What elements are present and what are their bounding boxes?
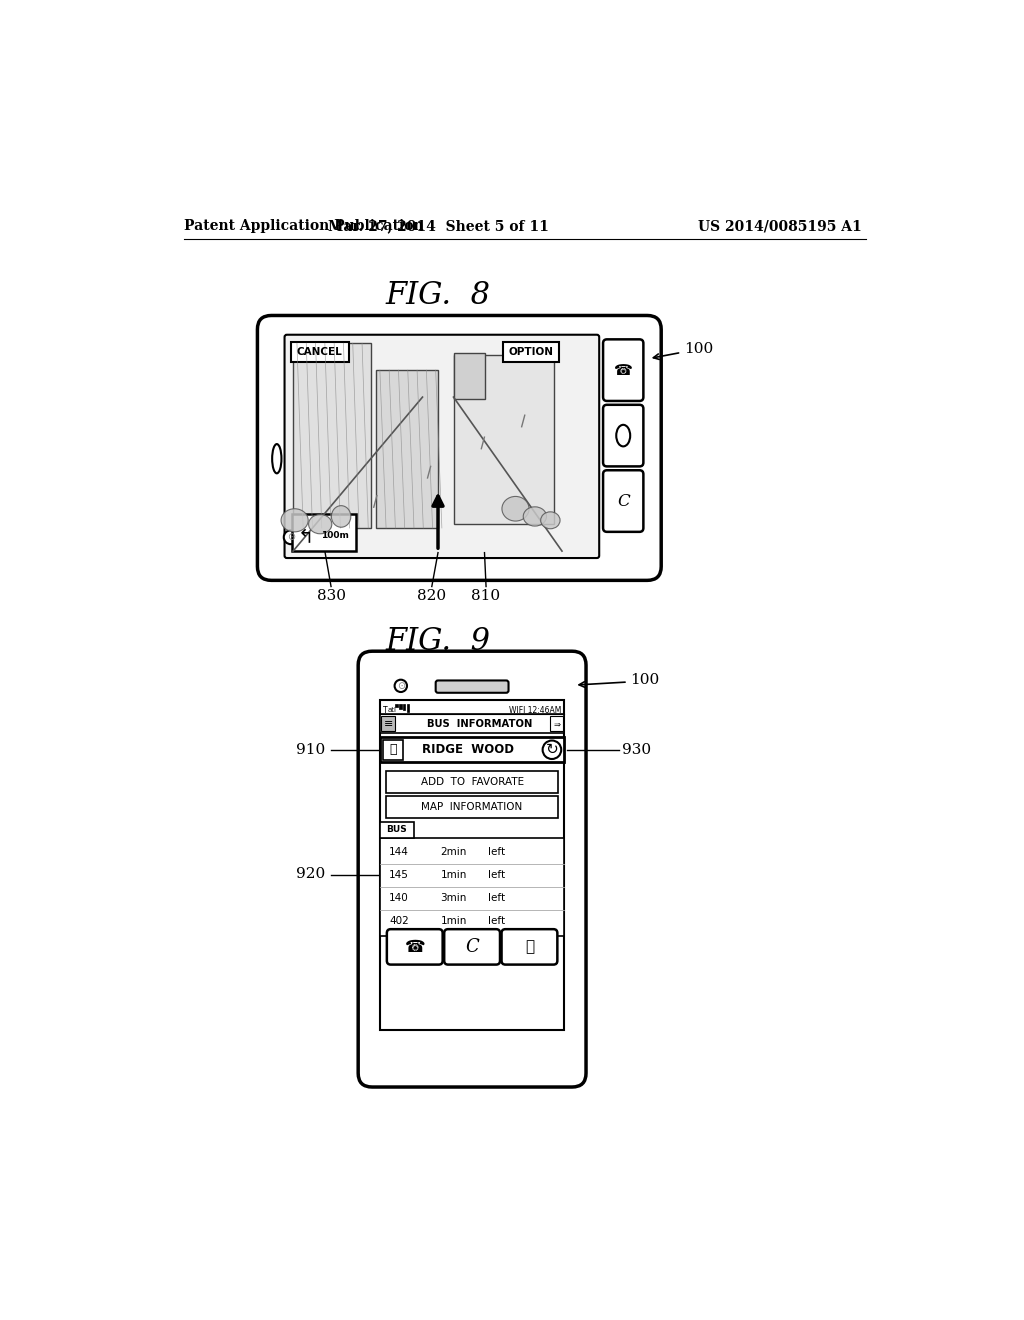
Text: OPTION: OPTION: [509, 347, 554, 356]
Bar: [503, 342, 559, 362]
Text: left: left: [488, 916, 506, 927]
Bar: [380, 822, 414, 838]
FancyBboxPatch shape: [603, 405, 643, 466]
Bar: [380, 838, 564, 936]
Text: 140: 140: [389, 894, 409, 903]
Bar: [550, 715, 563, 731]
Ellipse shape: [332, 506, 351, 527]
Text: 2min: 2min: [440, 847, 467, 857]
Bar: [380, 738, 564, 762]
Text: ⊙: ⊙: [396, 681, 404, 690]
Text: 1min: 1min: [440, 916, 467, 927]
Text: left: left: [488, 870, 506, 880]
Text: 100m: 100m: [321, 531, 349, 540]
Circle shape: [284, 531, 298, 544]
Bar: [403, 704, 406, 710]
Circle shape: [394, 680, 407, 692]
Bar: [395, 704, 397, 708]
Text: C: C: [616, 492, 630, 510]
Text: 1min: 1min: [440, 870, 467, 880]
Text: FIG.  9: FIG. 9: [385, 627, 490, 657]
Text: 930: 930: [623, 743, 651, 756]
Ellipse shape: [308, 515, 332, 533]
Text: US 2014/0085195 A1: US 2014/0085195 A1: [697, 219, 861, 234]
FancyBboxPatch shape: [257, 315, 662, 581]
Text: ↰: ↰: [298, 528, 314, 546]
Ellipse shape: [541, 512, 560, 529]
Text: 810: 810: [471, 589, 501, 603]
Text: 145: 145: [389, 870, 409, 880]
Text: left: left: [488, 847, 506, 857]
Bar: [399, 704, 401, 709]
Bar: [293, 343, 371, 528]
Ellipse shape: [272, 444, 282, 474]
Bar: [386, 771, 558, 793]
Text: 830: 830: [316, 589, 345, 603]
Text: 144: 144: [389, 847, 409, 857]
Bar: [381, 715, 395, 731]
Text: 3min: 3min: [440, 894, 467, 903]
Text: left: left: [488, 894, 506, 903]
Text: ADD  TO  FAVORATE: ADD TO FAVORATE: [421, 777, 523, 787]
Text: ☎: ☎: [404, 939, 425, 956]
Text: ☎: ☎: [613, 363, 633, 378]
Text: MAP  INFORMATION: MAP INFORMATION: [422, 801, 522, 812]
Bar: [383, 739, 403, 760]
FancyBboxPatch shape: [502, 929, 557, 965]
Text: ⓪: ⓪: [525, 940, 534, 954]
FancyBboxPatch shape: [285, 335, 599, 558]
Ellipse shape: [616, 425, 630, 446]
Text: 100: 100: [630, 673, 659, 688]
Text: FIG.  8: FIG. 8: [385, 280, 490, 312]
Text: 🚌: 🚌: [389, 743, 397, 756]
Text: CANCEL: CANCEL: [297, 347, 343, 356]
Bar: [292, 515, 356, 552]
Text: BUS  INFORMATON: BUS INFORMATON: [427, 718, 532, 729]
Ellipse shape: [502, 496, 529, 521]
Text: T: T: [383, 706, 388, 715]
Text: ⊙: ⊙: [287, 532, 295, 543]
Text: atl: atl: [388, 708, 396, 714]
Bar: [291, 342, 349, 362]
Text: 920: 920: [296, 867, 326, 882]
Bar: [386, 796, 558, 817]
Ellipse shape: [281, 508, 308, 532]
FancyBboxPatch shape: [358, 651, 586, 1088]
FancyBboxPatch shape: [444, 929, 500, 965]
Text: 402: 402: [389, 916, 409, 927]
Text: 820: 820: [417, 589, 446, 603]
Text: 100: 100: [684, 342, 714, 356]
FancyBboxPatch shape: [387, 929, 442, 965]
Text: RIDGE  WOOD: RIDGE WOOD: [422, 743, 514, 756]
FancyBboxPatch shape: [435, 681, 509, 693]
Bar: [376, 370, 438, 528]
Text: Patent Application Publication: Patent Application Publication: [183, 219, 424, 234]
Text: ⇒: ⇒: [553, 719, 560, 729]
Bar: [454, 354, 484, 400]
Circle shape: [543, 741, 561, 759]
Bar: [407, 704, 410, 711]
Bar: [380, 701, 564, 1030]
Text: ≡: ≡: [384, 718, 393, 729]
Text: ↻: ↻: [546, 742, 558, 758]
FancyBboxPatch shape: [603, 470, 643, 532]
Bar: [380, 714, 564, 733]
Text: 910: 910: [296, 743, 326, 756]
Text: C: C: [465, 939, 479, 956]
Text: Mar. 27, 2014  Sheet 5 of 11: Mar. 27, 2014 Sheet 5 of 11: [328, 219, 549, 234]
Text: WIFI 12:46AM: WIFI 12:46AM: [509, 706, 561, 715]
Ellipse shape: [523, 507, 547, 527]
Bar: [454, 355, 554, 524]
Text: BUS: BUS: [386, 825, 408, 834]
FancyBboxPatch shape: [603, 339, 643, 401]
